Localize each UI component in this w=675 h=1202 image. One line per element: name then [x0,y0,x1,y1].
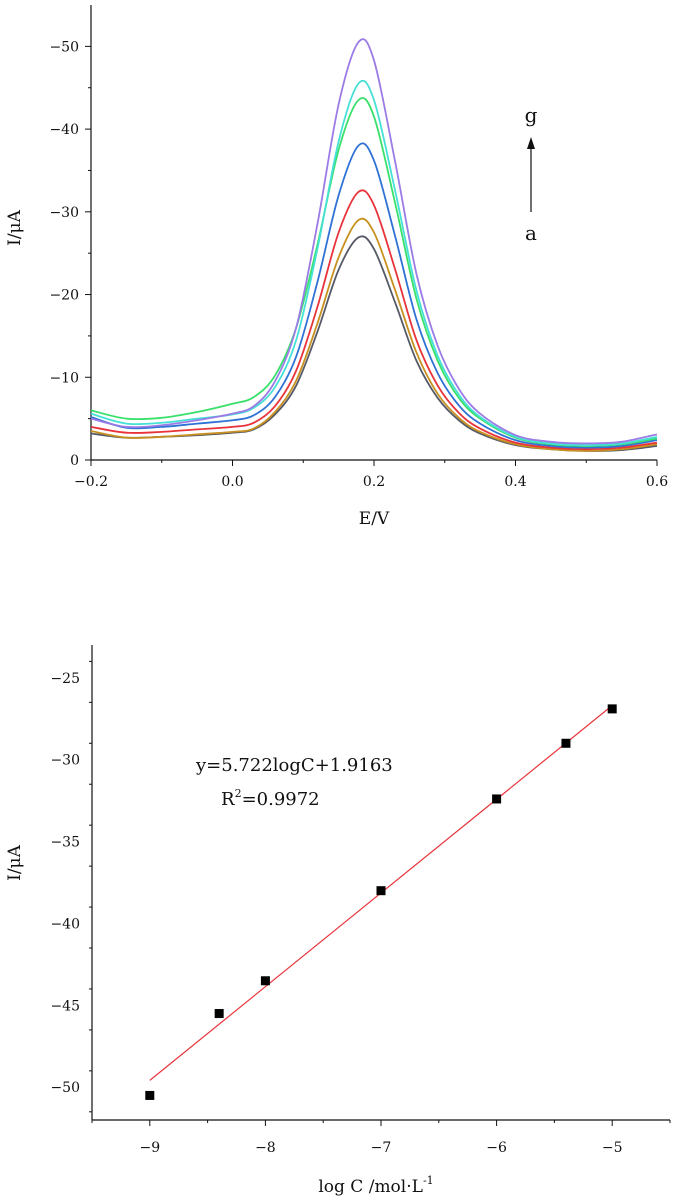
data-point-marker [376,886,386,896]
chart2-points [145,704,617,1100]
voltammogram-curve-d [90,142,658,449]
chart1-y-tick-label: −50 [49,39,79,55]
voltammogram-curve-c [90,189,658,451]
data-point-marker [561,738,571,748]
chart2-x-tick-label: −9 [139,1140,160,1156]
r-squared-value: R2=0.9972 [221,787,320,810]
data-point-marker [214,1009,224,1019]
voltammogram-chart: −0.2 0.0 0.2 0.4 0.6 0 −10 −20 −30 −40 −50 E/V I/μ… [5,5,668,529]
annotation-bottom-label: a [525,221,537,245]
data-point-marker [260,976,270,986]
chart1-x-tick-label: 0.6 [646,474,668,490]
chart1-y-tick-label: −20 [49,288,79,304]
chart1-x-tick-label: 0.2 [363,474,385,490]
fit-equation: y=5.722logC+1.9163 [195,755,393,776]
chart2-ticks: −9 −8 −7 −6 −5 −50 −45 −40 −35 −30 −25 [50,660,671,1156]
annotation-arrow-head [527,137,535,149]
series-order-annotation: g a [525,103,538,245]
chart2-x-axis-title: log C /mol·L-1 [318,1174,433,1197]
x-axis-title-superscript: -1 [423,1174,434,1187]
chart2-y-axis-title: I/μA [5,844,25,880]
chart2-x-tick-label: −5 [602,1140,623,1156]
r-squared-prefix: R [221,789,235,810]
chart2-y-tick-label: −25 [50,671,80,687]
voltammogram-curve-a [90,235,658,452]
x-axis-title-main: log C /mol·L [318,1177,423,1197]
chart2-axes [91,645,670,1121]
chart1-x-tick-label: 0.0 [221,474,243,490]
chart2-y-tick-label: −35 [50,835,80,851]
calibration-chart: −9 −8 −7 −6 −5 −50 −45 −40 −35 −30 −25 log C /mol·… [5,645,671,1197]
voltammogram-curve-b [90,217,658,452]
chart2-y-tick-label: −40 [50,916,80,932]
chart1-y-tick-label: −40 [49,122,79,138]
chart1-x-axis-title: E/V [359,509,390,529]
r-squared-text: =0.9972 [242,789,320,810]
chart1-series [90,38,658,452]
voltammogram-curve-e [90,97,658,447]
chart1-x-tick-label: −0.2 [74,474,108,490]
chart2-y-tick-label: −30 [50,753,80,769]
chart1-y-tick-label: 0 [70,453,79,469]
chart1-y-tick-label: −30 [49,205,79,221]
data-point-marker [607,704,617,714]
data-point-marker [145,1090,155,1100]
chart2-x-tick-label: −7 [371,1140,392,1156]
chart2-y-tick-label: −45 [50,998,80,1014]
chart2-y-tick-label: −50 [50,1080,80,1096]
chart1-x-tick-label: 0.4 [504,474,526,490]
voltammogram-curve-f [90,79,658,447]
chart1-ticks: −0.2 0.0 0.2 0.4 0.6 0 −10 −20 −30 −40 −50 [49,39,668,490]
voltammogram-curve-g [90,38,658,445]
chart1-y-tick-label: −10 [49,370,79,386]
r-squared-superscript: 2 [235,787,242,800]
data-point-marker [492,794,502,804]
annotation-top-label: g [525,103,538,127]
chart2-x-tick-label: −8 [255,1140,276,1156]
chart1-y-axis-title: I/μA [5,209,25,245]
chart2-x-tick-label: −6 [486,1140,507,1156]
